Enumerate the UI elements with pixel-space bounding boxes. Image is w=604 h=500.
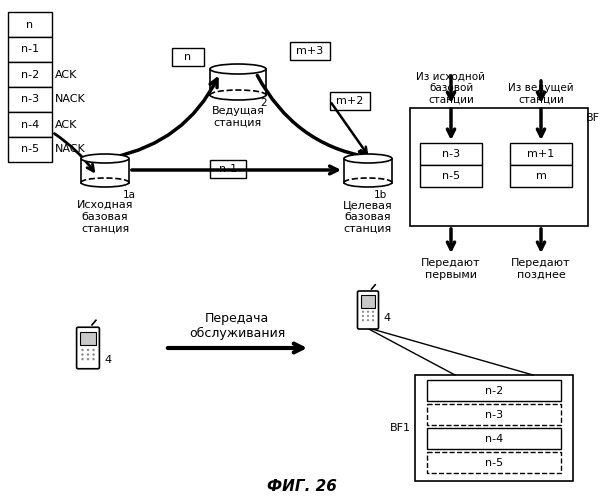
Ellipse shape [210, 64, 266, 74]
Text: ФИГ. 26: ФИГ. 26 [267, 479, 337, 494]
FancyBboxPatch shape [8, 87, 52, 112]
FancyBboxPatch shape [80, 332, 96, 345]
Text: Передача
обслуживания: Передача обслуживания [189, 312, 285, 340]
Circle shape [87, 358, 89, 360]
FancyBboxPatch shape [77, 327, 100, 369]
FancyBboxPatch shape [361, 296, 375, 308]
FancyBboxPatch shape [8, 112, 52, 137]
Text: Из ведущей
станции: Из ведущей станции [508, 84, 574, 105]
Text: Исходная
базовая
станция: Исходная базовая станция [77, 200, 133, 233]
Text: NACK: NACK [55, 144, 86, 154]
Circle shape [372, 319, 374, 321]
Text: n-2: n-2 [485, 386, 503, 396]
FancyBboxPatch shape [172, 48, 204, 66]
Text: ACK: ACK [55, 70, 77, 80]
FancyBboxPatch shape [344, 158, 392, 182]
Text: Из исходной
базовой
станции: Из исходной базовой станции [417, 72, 486, 105]
Text: n: n [184, 52, 191, 62]
Circle shape [367, 319, 369, 321]
Text: n-5: n-5 [485, 458, 503, 468]
FancyBboxPatch shape [330, 92, 370, 110]
Circle shape [87, 354, 89, 356]
FancyBboxPatch shape [427, 452, 561, 473]
FancyBboxPatch shape [8, 37, 52, 62]
Text: m+3: m+3 [297, 46, 324, 56]
FancyBboxPatch shape [420, 143, 482, 165]
FancyBboxPatch shape [210, 69, 266, 95]
FancyBboxPatch shape [415, 375, 573, 481]
FancyBboxPatch shape [420, 165, 482, 187]
Circle shape [92, 358, 95, 360]
Ellipse shape [81, 154, 129, 163]
FancyBboxPatch shape [510, 165, 572, 187]
Text: n-4: n-4 [485, 434, 503, 444]
Circle shape [92, 348, 95, 351]
Circle shape [362, 310, 364, 313]
Text: ACK: ACK [55, 120, 77, 130]
FancyBboxPatch shape [8, 12, 52, 37]
Circle shape [87, 348, 89, 351]
Text: NACK: NACK [55, 94, 86, 104]
Text: n-4: n-4 [21, 120, 39, 130]
FancyBboxPatch shape [81, 158, 129, 182]
Text: Передают
первыми: Передают первыми [421, 258, 481, 280]
Circle shape [82, 358, 83, 360]
FancyBboxPatch shape [358, 291, 379, 329]
Text: m: m [536, 171, 547, 181]
Circle shape [372, 310, 374, 313]
FancyBboxPatch shape [427, 428, 561, 449]
Circle shape [82, 354, 83, 356]
FancyBboxPatch shape [8, 137, 52, 162]
Text: Передают
позднее: Передают позднее [511, 258, 571, 280]
Text: 1a: 1a [123, 190, 136, 200]
Ellipse shape [344, 154, 392, 163]
Text: n-1: n-1 [21, 44, 39, 54]
FancyBboxPatch shape [427, 380, 561, 401]
Text: n: n [27, 20, 34, 30]
FancyBboxPatch shape [427, 404, 561, 425]
Text: 4: 4 [383, 313, 390, 323]
Text: n-1: n-1 [219, 164, 237, 174]
Circle shape [362, 315, 364, 317]
Text: 2: 2 [260, 98, 266, 108]
FancyBboxPatch shape [510, 143, 572, 165]
Text: m+2: m+2 [336, 96, 364, 106]
Circle shape [362, 319, 364, 321]
FancyBboxPatch shape [210, 160, 246, 178]
Text: n-5: n-5 [21, 144, 39, 154]
Text: 4: 4 [104, 355, 111, 365]
Circle shape [372, 315, 374, 317]
Text: n-2: n-2 [21, 70, 39, 80]
Text: BF1: BF1 [390, 423, 411, 433]
Text: n-3: n-3 [442, 149, 460, 159]
Text: n-3: n-3 [485, 410, 503, 420]
Circle shape [92, 354, 95, 356]
FancyBboxPatch shape [290, 42, 330, 60]
Text: n-5: n-5 [442, 171, 460, 181]
Text: m+1: m+1 [527, 149, 554, 159]
Text: BF: BF [586, 113, 600, 123]
Text: n-3: n-3 [21, 94, 39, 104]
FancyBboxPatch shape [8, 62, 52, 87]
Text: Ведущая
станция: Ведущая станция [211, 106, 265, 128]
Text: 1b: 1b [374, 190, 387, 200]
Circle shape [367, 310, 369, 313]
Text: Целевая
базовая
станция: Целевая базовая станция [343, 200, 393, 233]
Circle shape [367, 315, 369, 317]
FancyBboxPatch shape [410, 108, 588, 226]
Circle shape [82, 348, 83, 351]
